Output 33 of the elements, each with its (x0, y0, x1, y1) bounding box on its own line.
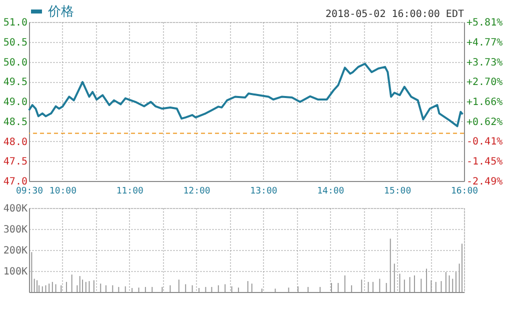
y-tick-label: 47.5 (3, 156, 28, 168)
y-tick-label: 51.0 (3, 18, 28, 28)
y-tick-label: 48.0 (3, 136, 28, 148)
x-tick-label: 12:00 (183, 186, 210, 196)
line-series (28, 62, 464, 128)
y-tick-label: 300K (3, 224, 28, 236)
y2-tick-label: -0.41% (466, 136, 503, 148)
y-tick-label: 200K (3, 246, 28, 256)
y-tick-label: 48.5 (3, 116, 28, 128)
y2-tick-label: +4.77% (466, 37, 503, 48)
y-tick-label: 49.0 (3, 97, 28, 108)
y-tick-label: 47.0 (3, 176, 28, 188)
x-tick-label: 11:00 (116, 186, 144, 196)
y-tick-label: 49.5 (3, 77, 28, 88)
y-tick-label: 50.5 (3, 37, 28, 48)
x-tick-label: 15:00 (384, 186, 412, 196)
x-tick-label: 16:00 (450, 186, 478, 196)
y2-tick-label: +5.81% (466, 18, 503, 28)
y2-tick-label: +3.73% (466, 57, 503, 68)
y-tick-label: 50.0 (3, 57, 28, 68)
x-tick-label: 13:00 (250, 186, 278, 196)
text: 2018-05-02 16:00:00 EDT (326, 9, 464, 20)
y-tick-label: 400K (3, 204, 28, 214)
y2-tick-label: +2.70% (466, 77, 503, 88)
x-tick-label: 10:00 (49, 186, 77, 196)
y-tick-label: 100K (3, 266, 28, 278)
x-tick-label: 14:00 (317, 186, 344, 196)
y2-tick-label: -2.49% (466, 176, 503, 188)
x-tick-label: 09:30 (16, 186, 44, 196)
y2-tick-label: +0.62% (466, 116, 503, 128)
y2-tick-label: +1.66% (466, 97, 503, 108)
y2-tick-label: -1.45% (466, 156, 503, 168)
legend-label: 价格 (47, 4, 74, 20)
